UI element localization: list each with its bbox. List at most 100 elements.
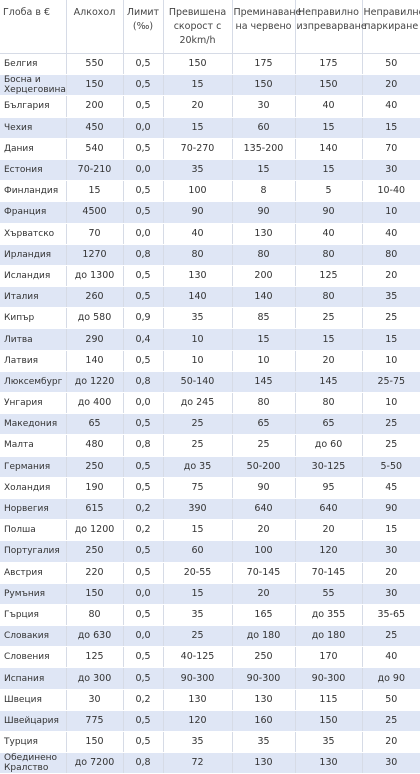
value-cell: 775	[66, 710, 124, 733]
value-cell: 30	[362, 752, 420, 774]
value-cell: 115	[295, 689, 363, 711]
country-cell: Естония	[0, 159, 67, 182]
value-cell: 50	[362, 53, 420, 76]
table-row: Исландия до 1300 0,5 130 200 125 20	[0, 265, 420, 288]
value-cell: 135-200	[232, 138, 296, 160]
value-cell: 190	[66, 477, 124, 499]
value-cell: 100	[163, 180, 233, 203]
value-cell: 0,5	[123, 456, 164, 478]
value-cell: 130	[163, 265, 233, 288]
value-cell: 15	[163, 519, 233, 542]
value-cell: 70-210	[66, 159, 124, 182]
value-cell: 0,5	[123, 138, 164, 160]
table-row: Холандия 190 0,5 75 90 95 45	[0, 477, 420, 499]
value-cell: 80	[295, 244, 363, 266]
country-cell: Дания	[0, 138, 67, 160]
value-cell: 200	[232, 265, 296, 288]
table-row: Чехия 450 0,0 15 60 15 15	[0, 117, 420, 139]
value-cell: 90-300	[232, 667, 296, 690]
column-header: Лимит (‰)	[123, 0, 164, 54]
value-cell: 80	[362, 244, 420, 266]
column-header: Преминаване на червено	[232, 0, 301, 54]
value-cell: 0,8	[123, 244, 164, 266]
value-cell: 150	[232, 74, 296, 97]
country-cell: България	[0, 95, 67, 118]
value-cell: до 1200	[66, 519, 124, 542]
table-body: Белгия 550 0,5 150 175 175 50 Босна и Херцегови…	[0, 53, 420, 774]
value-cell: 150	[66, 74, 124, 97]
value-cell: 0,5	[123, 53, 164, 76]
country-cell: Румъния	[0, 583, 67, 605]
value-cell: 0,8	[123, 434, 164, 457]
table-row: Словакия до 630 0,0 25 до 180 до 180 25	[0, 625, 420, 648]
country-cell: Словения	[0, 646, 67, 669]
value-cell: 15	[232, 159, 296, 182]
value-cell: 25	[232, 434, 296, 457]
value-cell: 70-270	[163, 138, 233, 160]
value-cell: 0,5	[123, 604, 164, 627]
value-cell: 140	[163, 286, 233, 309]
table-row: Литва 290 0,4 10 15 15 15	[0, 328, 420, 351]
country-cell: Гърция	[0, 604, 67, 627]
value-cell: 150	[66, 731, 124, 754]
value-cell: 70	[362, 138, 420, 160]
value-cell: 35	[295, 731, 363, 754]
value-cell: 0,5	[123, 477, 164, 499]
value-cell: 70	[66, 223, 124, 245]
value-cell: 20	[362, 74, 420, 97]
value-cell: 25	[362, 434, 420, 457]
table-row: Полша до 1200 0,2 15 20 20 15	[0, 519, 420, 542]
value-cell: до 355	[295, 604, 363, 627]
value-cell: до 1300	[66, 265, 124, 288]
value-cell: 10	[163, 350, 233, 372]
country-cell: Латвия	[0, 350, 67, 372]
value-cell: 80	[232, 244, 296, 266]
country-cell: Македония	[0, 413, 67, 436]
country-cell: Словакия	[0, 625, 67, 648]
country-cell: Холандия	[0, 477, 67, 499]
value-cell: 0,5	[123, 562, 164, 584]
table-row: Ирландия 1270 0,8 80 80 80 80	[0, 244, 420, 266]
value-cell: 0,5	[123, 710, 164, 733]
value-cell: 100	[232, 540, 296, 563]
value-cell: 0,5	[123, 413, 164, 436]
value-cell: 140	[295, 138, 363, 160]
value-cell: до 180	[295, 625, 363, 648]
value-cell: 72	[163, 752, 233, 774]
value-cell: 15	[295, 328, 363, 351]
value-cell: 0,5	[123, 265, 164, 288]
table-row: Малта 480 0,8 25 25 до 60 25	[0, 434, 420, 457]
value-cell: 55	[295, 583, 363, 605]
value-cell: 1270	[66, 244, 124, 266]
value-cell: 150	[295, 710, 363, 733]
table-row: Естония 70-210 0,0 35 15 15 30	[0, 159, 420, 182]
country-cell: Турция	[0, 731, 67, 754]
value-cell: 175	[295, 53, 363, 76]
country-cell: Кипър	[0, 307, 67, 330]
value-cell: 60	[163, 540, 233, 563]
value-cell: 120	[295, 540, 363, 563]
country-cell: Унгария	[0, 392, 67, 415]
table-row: Австрия 220 0,5 20-55 70-145 70-145 20	[0, 562, 420, 584]
value-cell: до 60	[295, 434, 363, 457]
column-header: Алкохол	[66, 0, 124, 54]
value-cell: 10-40	[362, 180, 420, 203]
value-cell: 35-65	[362, 604, 420, 627]
table-row: Латвия 140 0,5 10 10 20 10	[0, 350, 420, 372]
value-cell: 25	[163, 413, 233, 436]
value-cell: 20	[295, 350, 363, 372]
value-cell: до 1220	[66, 371, 124, 394]
value-cell: 15	[163, 583, 233, 605]
value-cell: 540	[66, 138, 124, 160]
value-cell: 0,8	[123, 752, 164, 774]
value-cell: 0,0	[123, 117, 164, 139]
value-cell: 10	[362, 392, 420, 415]
table-row: Румъния 150 0,0 15 20 55 30	[0, 583, 420, 605]
value-cell: 0,2	[123, 498, 164, 521]
value-cell: 0,0	[123, 223, 164, 245]
value-cell: 250	[66, 456, 124, 478]
column-header: Превишена скорост с 20km/h	[163, 0, 233, 54]
value-cell: 640	[232, 498, 296, 521]
value-cell: 50-200	[232, 456, 296, 478]
value-cell: 220	[66, 562, 124, 584]
